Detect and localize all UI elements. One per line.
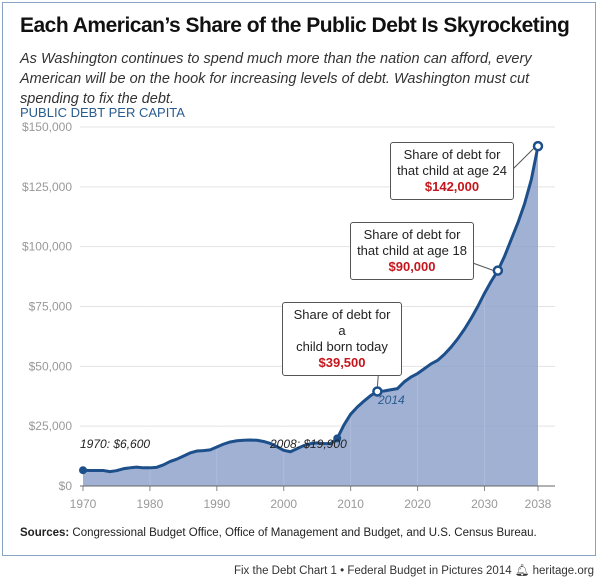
x-tick-label: 2000 [270, 497, 297, 511]
point-2008 [333, 434, 342, 443]
callout-line: Share of debt for a [293, 307, 391, 338]
chart-subtitle: As Washington continues to spend much mo… [20, 51, 532, 107]
x-tick-label: 2010 [337, 497, 364, 511]
annotation-2008: 2008: $19,900 [270, 437, 347, 451]
y-tick-label: $150,000 [22, 120, 72, 134]
series-line [82, 145, 540, 474]
callout-age-18: Share of debt for that child at age 18 $… [350, 222, 474, 280]
callout-amount: $90,000 [388, 259, 436, 274]
callout-age-24: Share of debt for that child at age 24 $… [390, 142, 514, 200]
callout-amount: $142,000 [424, 179, 480, 194]
point-2014 [372, 386, 383, 397]
footer-publication: Federal Budget in Pictures 2014 [347, 565, 512, 577]
annotation-2014-label: 2014 [378, 393, 405, 407]
y-axis-label: PUBLIC DEBT PER CAPITA [20, 105, 185, 120]
callout-pointer [511, 147, 535, 171]
callout-line: child born today [296, 339, 388, 354]
x-tick-label: 2020 [404, 497, 431, 511]
sources-note: Sources: Congressional Budget Office, Of… [20, 527, 537, 539]
chart-panel [2, 2, 596, 556]
y-tick-label: $125,000 [22, 180, 72, 194]
callout-child-born-today: Share of debt for a child born today $39… [282, 302, 402, 376]
callout-line: that child at age 18 [357, 243, 467, 258]
footer: Fix the Debt Chart 1 • Federal Budget in… [234, 563, 594, 577]
callout-line: Share of debt for [363, 227, 461, 242]
x-tick-label: 1980 [137, 497, 164, 511]
liberty-bell-icon: 🔔︎ [514, 565, 530, 577]
x-tick-label: 2030 [471, 497, 498, 511]
x-tick-label: 1970 [70, 497, 97, 511]
area-fill [83, 146, 538, 486]
y-tick-label: $75,000 [29, 300, 73, 314]
y-tick-label: $50,000 [29, 359, 73, 373]
sources-label: Sources: [20, 527, 70, 539]
y-tick-label: $100,000 [22, 240, 72, 254]
footer-separator: • [340, 565, 345, 577]
point-age-18 [492, 265, 504, 276]
x-tick-label: 2038 [525, 497, 552, 511]
x-tick-label: 1990 [203, 497, 230, 511]
sources-text: Congressional Budget Office, Office of M… [69, 527, 537, 539]
point-1970 [79, 466, 87, 475]
chart-title: Each American’s Share of the Public Debt… [20, 14, 570, 37]
callout-line: Share of debt for [403, 147, 501, 162]
annotation-1970: 1970: $6,600 [80, 437, 151, 451]
footer-site: heritage.org [532, 565, 594, 577]
callout-amount: $39,500 [318, 355, 366, 370]
y-tick-label: $25,000 [29, 419, 73, 433]
y-tick-label: $0 [59, 479, 73, 493]
footer-chart-id: Fix the Debt Chart 1 [233, 565, 337, 577]
point-age-24 [532, 140, 544, 152]
callout-line: that child at age 24 [397, 163, 507, 178]
